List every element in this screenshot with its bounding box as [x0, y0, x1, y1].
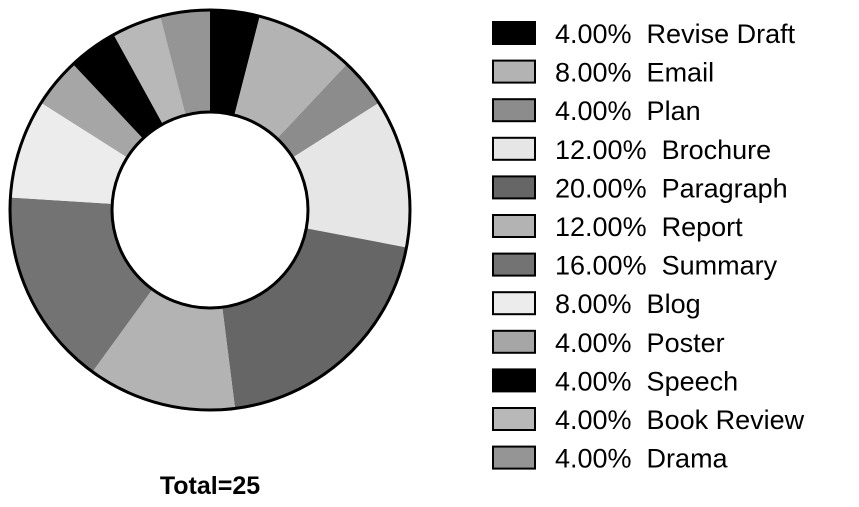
legend-label: 8.00% Blog — [555, 289, 701, 319]
slice-paragraph — [222, 228, 407, 409]
legend-swatch — [492, 98, 536, 123]
legend-label: 4.00% Revise Draft — [555, 19, 796, 49]
legend-swatch — [492, 252, 536, 277]
legend-label: 4.00% Book Review — [555, 405, 805, 435]
donut-slices — [8, 8, 412, 412]
legend-swatch — [492, 59, 536, 84]
slice-brochure — [292, 102, 410, 248]
donut-outer-border — [8, 8, 412, 412]
legend-swatch — [492, 214, 536, 238]
slice-revise-draft — [210, 10, 260, 116]
legend-swatch — [492, 136, 536, 161]
slice-blog — [10, 102, 128, 204]
legend-label: 12.00% Brochure — [555, 135, 771, 165]
legend-swatch — [492, 329, 536, 354]
slice-email — [234, 16, 347, 139]
legend-label: 4.00% Plan — [555, 96, 701, 126]
legend-swatch — [492, 291, 536, 316]
legend-label: 12.00% Report — [555, 212, 743, 242]
legend-label: 4.00% Drama — [555, 444, 729, 474]
slice-drama — [160, 10, 210, 116]
legend: 4.00% Revise Draft 8.00% Email 4.00% Plan 1… — [492, 19, 805, 474]
legend-swatch — [492, 407, 536, 431]
legend-swatch — [492, 21, 536, 45]
legend-label: 16.00% Summary — [555, 251, 778, 281]
legend-swatch — [492, 175, 536, 200]
legend-label: 4.00% Poster — [555, 328, 725, 358]
legend-label: 20.00% Paragraph — [555, 173, 788, 203]
legend-swatch — [492, 368, 536, 393]
legend-label: 8.00% Email — [555, 58, 714, 88]
legend-label: 4.00% Speech — [555, 366, 738, 396]
slice-plan — [277, 64, 379, 158]
total-label: Total=25 — [160, 472, 260, 500]
legend-swatch — [492, 445, 536, 470]
slice-book-review — [113, 16, 186, 125]
slice-speech — [73, 34, 163, 139]
slice-report — [92, 289, 236, 410]
donut-hole — [110, 110, 310, 310]
slice-poster — [41, 64, 143, 158]
